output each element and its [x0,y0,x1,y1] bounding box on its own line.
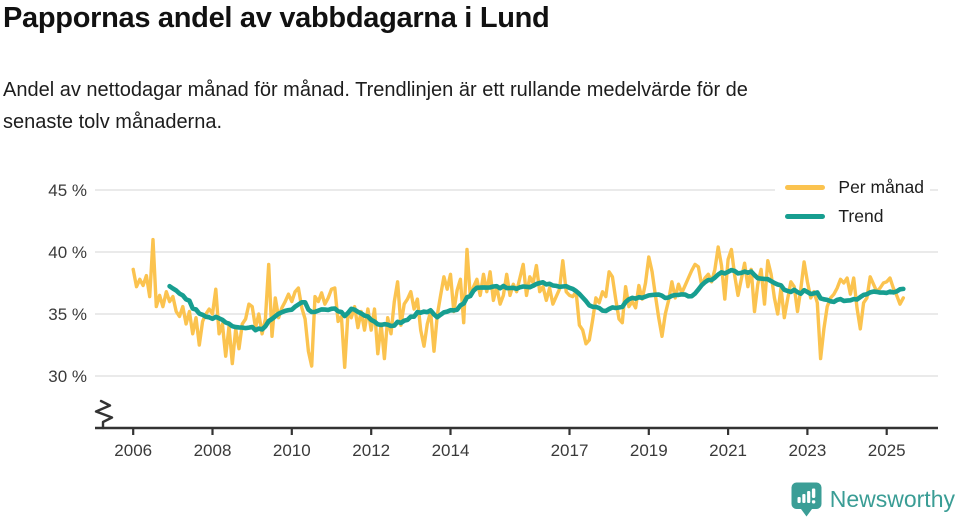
axis-break-icon [94,399,114,430]
y-tick-label-45: 45 % [48,181,87,200]
x-tick-label-2021: 2021 [709,441,747,460]
page-title: Pappornas andel av vabbdagarna i Lund [3,2,550,34]
newsworthy-logo: Newsworthy [791,482,955,517]
y-tick-label-35: 35 % [48,305,87,324]
x-tick-label-2006: 2006 [114,441,152,460]
x-tick-label-2023: 2023 [788,441,826,460]
trend-line [167,267,906,333]
x-tick-label-2025: 2025 [868,441,906,460]
page-subtitle: Andel av nettodagar månad för månad. Tre… [3,74,748,138]
subtitle-line-2: senaste tolv månaderna. [3,111,223,133]
newsworthy-bubble-icon [791,482,822,517]
legend-swatch [785,184,826,190]
legend-swatch [785,213,826,219]
newsworthy-brand-text: Newsworthy [829,486,955,512]
subtitle-line-1: Andel av nettodagar månad för månad. Tre… [3,79,748,101]
y-tick-label-40: 40 % [48,243,87,262]
x-tick-label-2019: 2019 [630,441,668,460]
x-tick-label-2012: 2012 [352,441,390,460]
legend-item-per-manad: Per månad [785,176,924,198]
x-tick-label-2017: 2017 [551,441,589,460]
x-tick-label-2014: 2014 [432,441,470,460]
legend-item-trend: Trend [785,205,924,227]
chart-legend: Per månad Trend [775,175,930,230]
x-tick-label-2008: 2008 [194,441,232,460]
monthly-line [131,237,905,369]
x-tick-label-2010: 2010 [273,441,311,460]
y-tick-label-30: 30 % [48,367,87,386]
legend-label: Trend [838,205,884,226]
legend-label: Per månad [838,176,924,197]
